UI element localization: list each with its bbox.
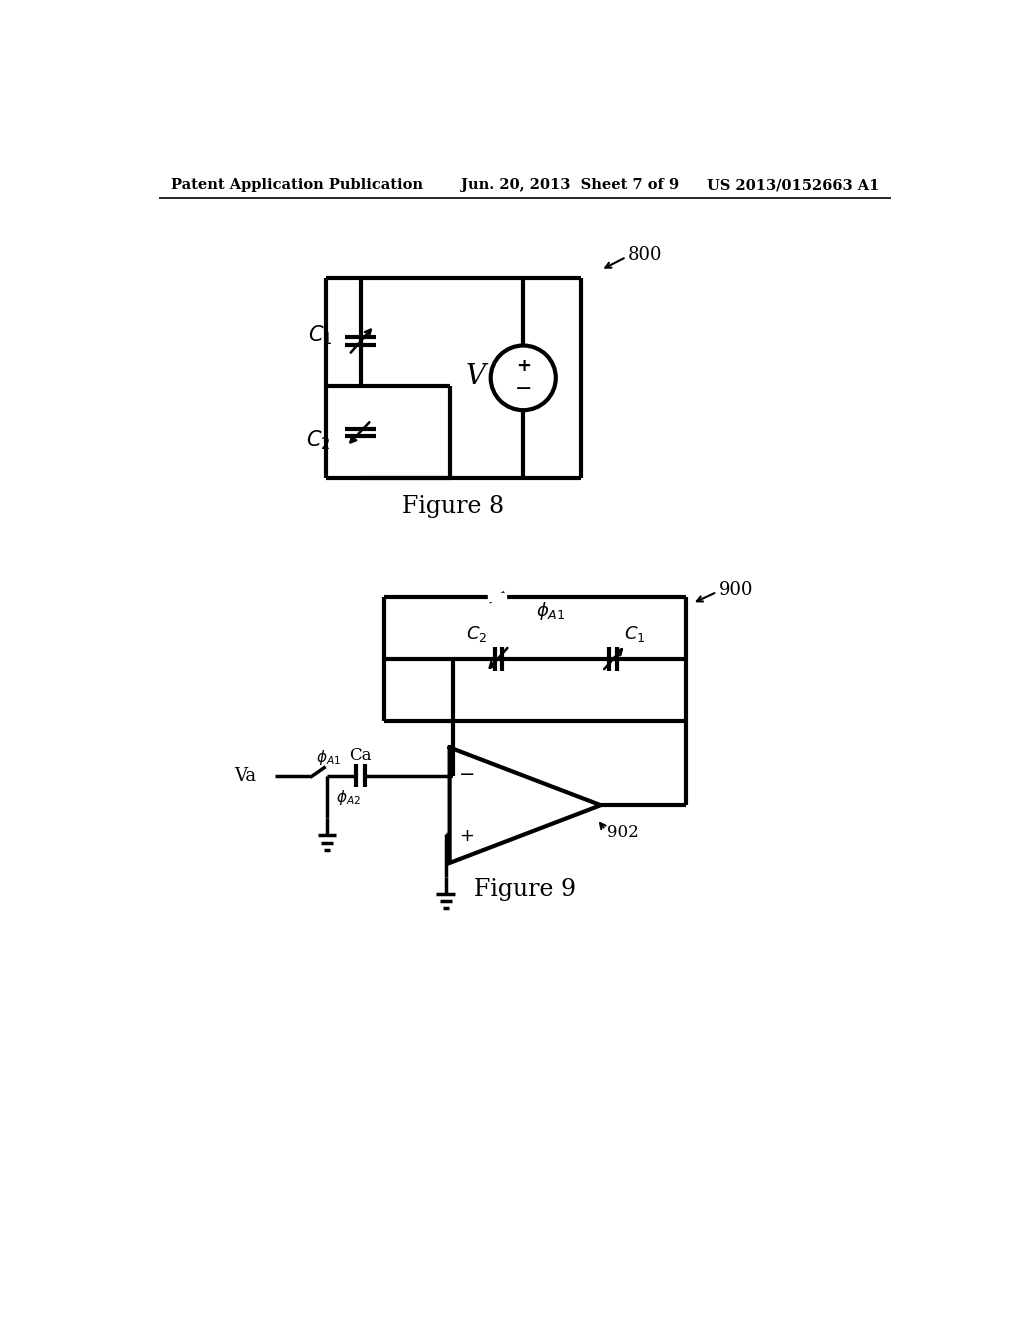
Text: 900: 900 (719, 581, 753, 598)
Text: $C_1$: $C_1$ (625, 624, 645, 644)
Text: $\phi_{A1}$: $\phi_{A1}$ (537, 601, 566, 622)
Text: Patent Application Publication: Patent Application Publication (171, 178, 423, 193)
Text: $\phi_{A1}$: $\phi_{A1}$ (316, 748, 341, 767)
Text: 902: 902 (607, 824, 639, 841)
Text: $C_1$: $C_1$ (308, 323, 333, 347)
Text: $C_2$: $C_2$ (305, 429, 330, 451)
Text: +: + (459, 828, 474, 845)
Text: 800: 800 (628, 246, 663, 264)
Text: US 2013/0152663 A1: US 2013/0152663 A1 (708, 178, 880, 193)
Text: $\phi_{A2}$: $\phi_{A2}$ (337, 788, 361, 807)
Text: Ca: Ca (349, 747, 372, 764)
Text: V: V (465, 363, 485, 389)
Text: −: − (459, 764, 475, 784)
Text: Figure 9: Figure 9 (474, 878, 575, 902)
Text: Va: Va (233, 767, 256, 785)
Polygon shape (487, 594, 506, 601)
Text: +: + (516, 358, 530, 375)
Text: $C_2$: $C_2$ (466, 624, 487, 644)
Text: −: − (514, 379, 532, 400)
Text: Figure 8: Figure 8 (402, 495, 505, 517)
Text: Jun. 20, 2013  Sheet 7 of 9: Jun. 20, 2013 Sheet 7 of 9 (461, 178, 679, 193)
